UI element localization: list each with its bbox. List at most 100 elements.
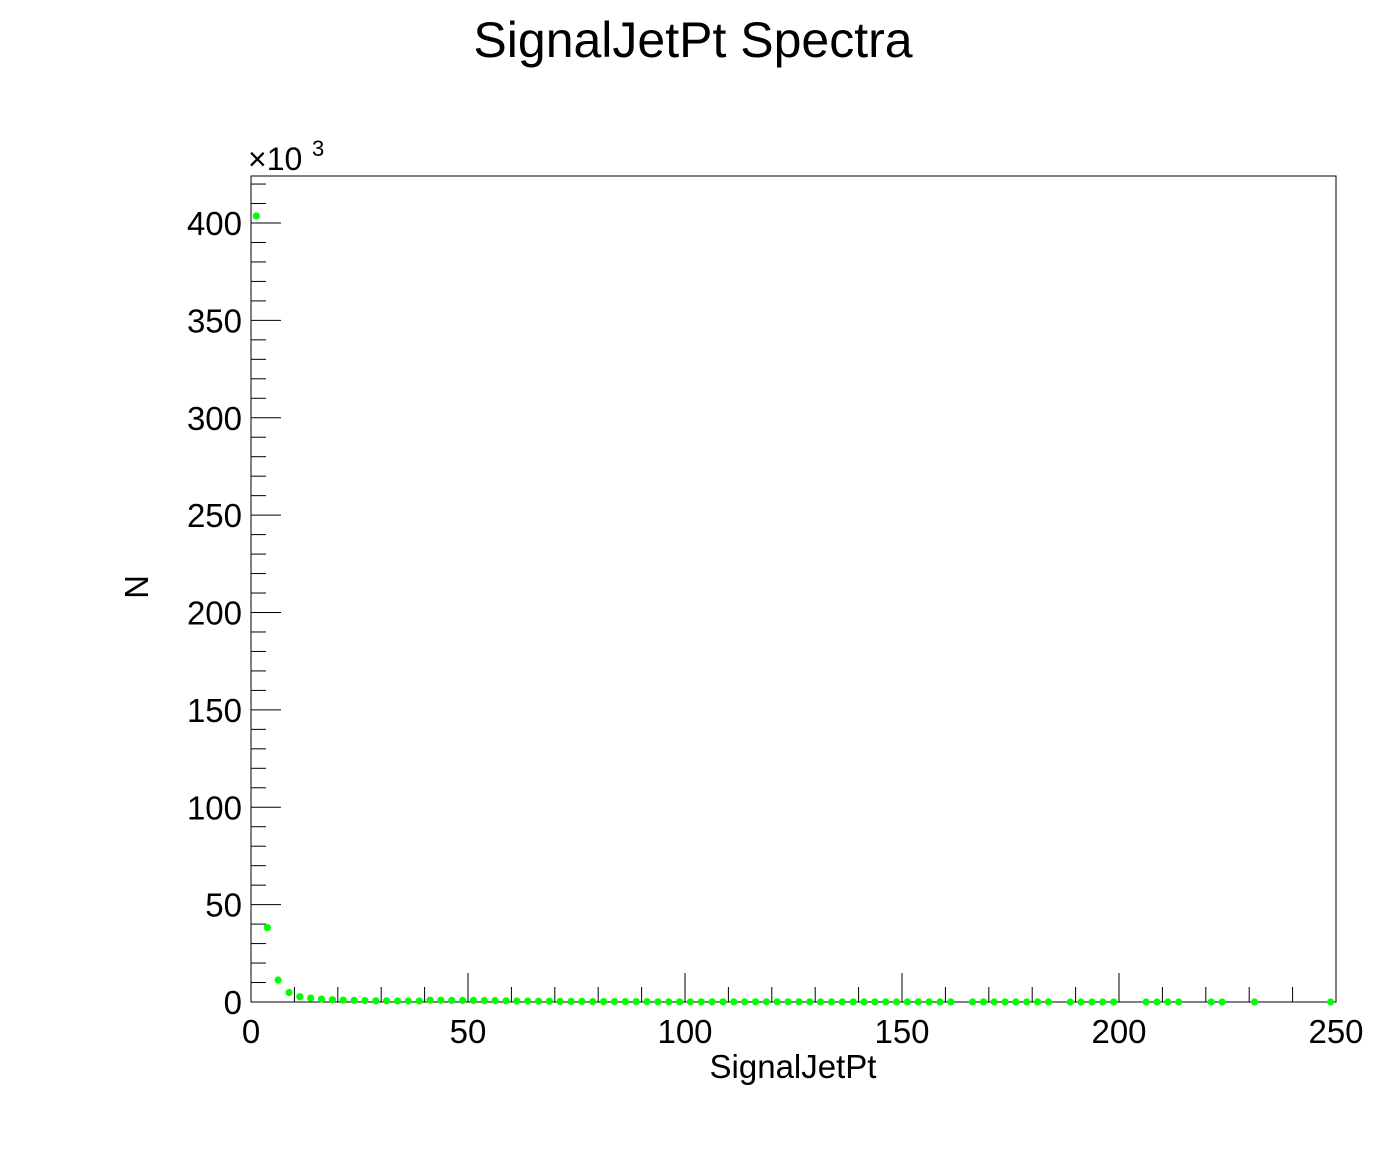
data-point — [676, 998, 684, 1006]
data-point — [1034, 998, 1042, 1006]
y-tick-label: 300 — [187, 400, 242, 437]
data-point — [610, 998, 619, 1006]
data-point — [1153, 998, 1161, 1006]
data-point — [274, 976, 282, 984]
data-point — [448, 996, 456, 1005]
y-tick-label: 350 — [187, 302, 242, 339]
x-tick-label: 250 — [1308, 1013, 1363, 1050]
data-point — [773, 998, 781, 1006]
data-point — [328, 996, 336, 1004]
data-point — [762, 998, 771, 1006]
data-point — [795, 998, 803, 1006]
y-tick-label: 100 — [187, 789, 242, 826]
data-point — [459, 996, 467, 1005]
data-point — [285, 988, 293, 997]
data-point — [350, 996, 358, 1005]
data-point — [990, 998, 998, 1006]
data-point — [784, 998, 792, 1006]
x-tick-label: 0 — [242, 1013, 260, 1050]
data-point — [1077, 998, 1085, 1006]
x-axis-title: SignalJetPt — [710, 1048, 877, 1085]
data-point — [621, 998, 629, 1006]
data-point — [600, 998, 608, 1006]
data-point — [893, 998, 901, 1006]
data-markers — [252, 212, 1335, 1006]
x-tick-label: 200 — [1091, 1013, 1146, 1050]
data-point — [1218, 998, 1226, 1006]
data-point — [654, 998, 662, 1006]
data-point — [437, 996, 445, 1004]
data-point — [556, 997, 564, 1006]
data-point — [404, 997, 412, 1005]
data-point — [1088, 998, 1096, 1006]
chart-title: SignalJetPt Spectra — [473, 12, 912, 68]
data-point — [480, 997, 488, 1005]
y-tick-label: 250 — [187, 497, 242, 534]
data-point — [708, 998, 716, 1006]
data-point — [882, 998, 890, 1006]
data-point — [534, 997, 543, 1005]
data-point — [730, 998, 738, 1006]
data-point — [751, 998, 760, 1006]
data-point — [252, 212, 260, 220]
data-point — [469, 996, 477, 1005]
data-point — [968, 998, 977, 1006]
x-tick-label: 150 — [874, 1013, 929, 1050]
data-point — [415, 997, 423, 1005]
data-point — [697, 998, 705, 1006]
data-point — [665, 998, 673, 1006]
data-point — [545, 997, 554, 1005]
y-tick-label: 200 — [187, 595, 242, 632]
data-point — [947, 998, 955, 1006]
data-point — [849, 998, 857, 1006]
y-multiplier-label: ×10 — [248, 141, 302, 177]
data-point — [1142, 998, 1150, 1006]
data-point — [491, 997, 499, 1005]
y-tick-label: 50 — [205, 887, 242, 924]
data-point — [372, 997, 380, 1005]
data-point — [643, 998, 651, 1006]
data-point — [1012, 998, 1020, 1006]
data-point — [838, 998, 846, 1006]
data-point — [361, 997, 369, 1005]
data-point — [502, 997, 510, 1005]
data-point — [1251, 998, 1259, 1006]
data-point — [741, 998, 749, 1006]
x-tick-label: 50 — [450, 1013, 487, 1050]
data-point — [1066, 998, 1074, 1006]
data-point — [806, 998, 814, 1006]
data-point — [925, 998, 933, 1006]
y-axis: 0 50 100 150 200 250 300 350 400 — [187, 183, 281, 1021]
data-point — [632, 998, 640, 1006]
data-point — [827, 998, 836, 1006]
data-point — [296, 993, 304, 1001]
y-tick-label: 0 — [224, 984, 242, 1021]
data-point — [1175, 998, 1183, 1006]
x-axis: 0 50 100 150 200 250 — [242, 973, 1364, 1050]
data-point — [393, 997, 402, 1005]
data-point — [979, 998, 988, 1006]
data-point — [1044, 998, 1053, 1006]
data-point — [307, 994, 315, 1002]
data-point — [1207, 998, 1215, 1006]
data-point — [860, 998, 868, 1006]
x-tick-label: 100 — [657, 1013, 712, 1050]
data-point — [1164, 998, 1172, 1006]
y-axis-title: N — [118, 575, 155, 599]
data-point — [263, 924, 271, 932]
data-point — [1110, 998, 1118, 1006]
data-point — [1023, 998, 1031, 1006]
data-point — [903, 998, 912, 1006]
data-point — [686, 998, 695, 1006]
plot-frame — [250, 175, 1337, 1003]
data-point — [719, 998, 727, 1006]
y-tick-label: 150 — [187, 692, 242, 729]
data-point — [513, 997, 521, 1005]
data-point — [317, 995, 326, 1003]
data-point — [1001, 998, 1009, 1006]
data-point — [383, 997, 391, 1005]
data-point — [524, 997, 532, 1005]
data-point — [871, 998, 879, 1006]
